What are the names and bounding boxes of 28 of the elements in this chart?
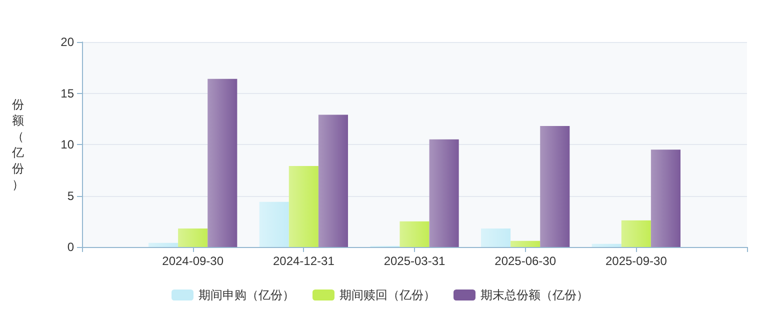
y-tick-label: 0 (67, 240, 74, 254)
bar (429, 139, 459, 247)
legend-label: 期间申购（亿份） (198, 288, 294, 302)
x-tick-label: 2025-09-30 (605, 254, 668, 268)
y-tick-label: 15 (60, 86, 74, 100)
x-tick-label: 2024-09-30 (162, 254, 224, 268)
y-tick-label: 20 (60, 35, 74, 49)
bar (288, 166, 318, 247)
legend-label: 期间赎回（亿份） (340, 288, 436, 302)
x-tick-label: 2025-06-30 (494, 254, 556, 268)
bar (259, 202, 289, 247)
bar (540, 126, 570, 247)
bar (400, 221, 430, 247)
bar (318, 114, 348, 247)
bar (178, 228, 208, 247)
x-tick-label: 2024-12-31 (272, 254, 335, 268)
bar (650, 150, 680, 247)
bar (592, 244, 622, 247)
bar (481, 228, 511, 247)
x-tick-label: 2025-03-31 (384, 254, 446, 268)
legend-label: 期末总份额（亿份） (480, 288, 588, 302)
bar (208, 78, 238, 247)
bar (621, 220, 651, 247)
bar (148, 242, 178, 247)
y-tick-label: 10 (60, 138, 74, 152)
y-tick-label: 5 (67, 188, 74, 203)
y-axis-title: 份额（亿份） (11, 98, 24, 192)
bar (510, 240, 540, 247)
